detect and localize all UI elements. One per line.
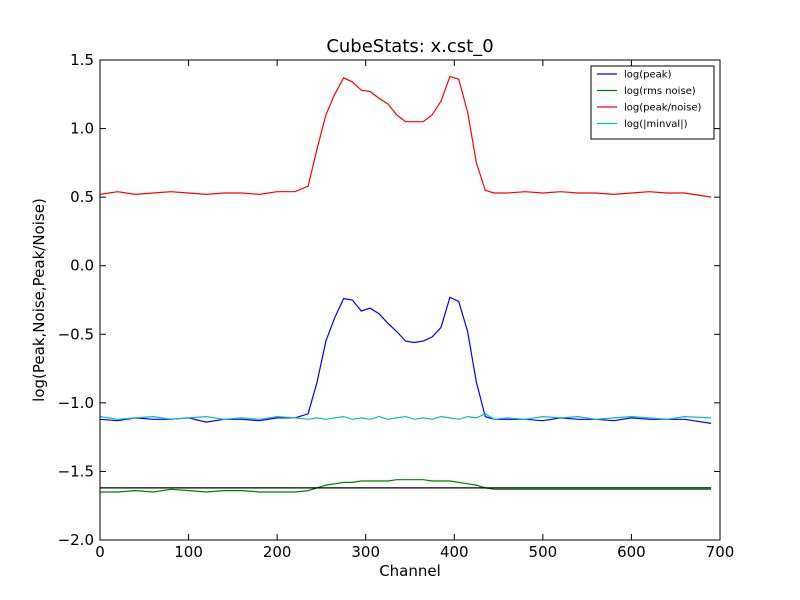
legend-label-0: log(peak) [624, 70, 672, 81]
y-tick-label: −1.0 [58, 394, 94, 412]
y-tick-label: 1.5 [70, 51, 94, 69]
y-axis-label: log(Peak,Noise,Peak/Noise) [30, 198, 48, 402]
plot-area [100, 60, 720, 540]
y-tick-label: −1.5 [58, 462, 94, 480]
plot-background [100, 60, 720, 540]
chart-title: CubeStats: x.cst_0 [326, 36, 493, 57]
y-tick-label: 0.0 [70, 257, 94, 275]
series-line-3 [99, 413, 712, 420]
x-tick-label: 600 [617, 543, 646, 561]
y-tick-label: −2.0 [58, 531, 94, 549]
legend: log(peak) log(rms noise) log(peak/noise) lo… [590, 65, 715, 140]
x-tick-label: 500 [529, 543, 558, 561]
legend-label-2: log(peak/noise) [624, 103, 702, 114]
series-line-0 [99, 296, 712, 424]
legend-box [590, 65, 715, 140]
x-tick-label: 400 [440, 543, 469, 561]
x-tick-label: 100 [174, 543, 203, 561]
axes-layer: 0 100 200 300 400 500 600 700 −2.0 −1.5 −1.0 −0.5 0.… [58, 51, 735, 561]
x-tick-label: 0 [95, 543, 105, 561]
legend-label-1: log(rms noise) [624, 86, 696, 97]
axes-frame [99, 59, 721, 541]
series-line-2 [99, 75, 712, 198]
x-axis-label: Channel [379, 562, 441, 580]
series-layer [99, 75, 712, 493]
x-tick-label: 700 [706, 543, 735, 561]
legend-label-3: log(|minval|) [624, 119, 688, 130]
x-tick-label: 200 [263, 543, 292, 561]
x-tick-label: 300 [351, 543, 380, 561]
y-tick-label: 1.0 [70, 120, 94, 138]
y-tick-label: −0.5 [58, 325, 94, 343]
series-line-1 [100, 479, 712, 493]
y-tick-label: 0.5 [70, 188, 94, 206]
